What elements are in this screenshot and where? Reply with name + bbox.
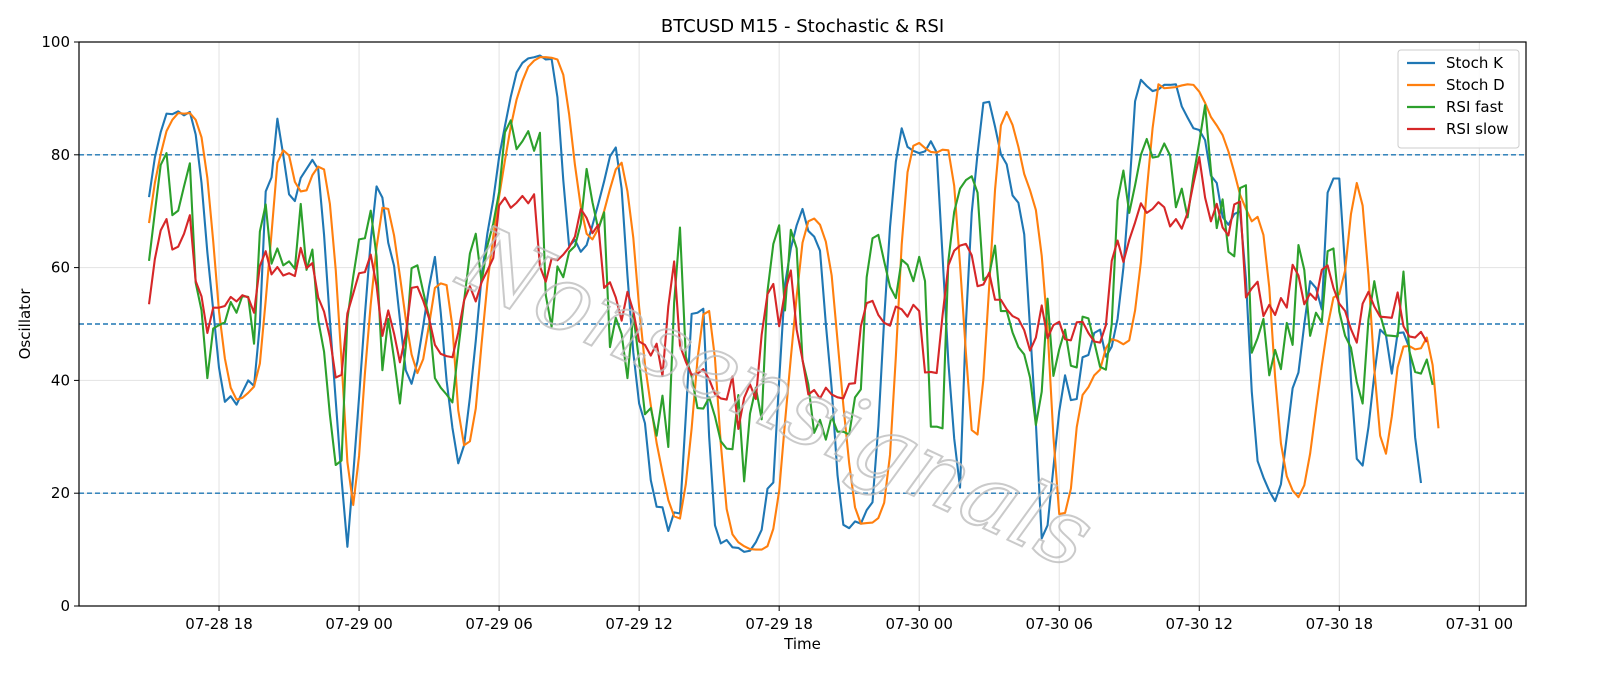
y-tick-label: 60 [51,259,70,277]
x-tick-label: 07-30 12 [1166,615,1233,633]
x-tick-label: 07-29 00 [325,615,392,633]
x-tick-label: 07-30 18 [1306,615,1373,633]
plot-frame [78,41,1527,607]
series-lines [147,54,1440,553]
y-axis-title: Oscillator [16,288,34,360]
legend-label: RSI fast [1446,98,1503,116]
y-tick-label: 100 [41,33,70,51]
chart-title: BTCUSD M15 - Stochastic & RSI [661,16,944,37]
series-line-rsi-fast [147,104,1434,483]
y-tick-label: 0 [60,597,70,615]
x-tick-label: 07-29 12 [605,615,672,633]
x-tick-label: 07-30 06 [1025,615,1092,633]
x-axis-title: Time [783,635,821,653]
legend-label: RSI slow [1446,120,1509,138]
x-tick-label: 07-29 18 [745,615,812,633]
series-line-stoch-k [147,54,1423,553]
series-line-rsi-slow [147,156,1428,430]
legend-label: Stoch D [1446,76,1505,94]
legend-box [1397,49,1520,149]
y-tick-label: 40 [51,371,70,389]
axis-ticks: 0 20 40 60 80 100 07-28 18 07-29 00 07-29 06 07-2… [41,33,1513,633]
reference-lines [79,154,1526,494]
y-tick-label: 20 [51,484,70,502]
x-tick-label: 07-28 18 [185,615,252,633]
y-tick-label: 80 [51,146,70,164]
x-tick-label: 07-30 00 [885,615,952,633]
x-tick-label: 07-31 00 [1446,615,1513,633]
x-tick-label: 07-29 06 [465,615,532,633]
legend: Stoch K Stoch D RSI fast RSI slow [1397,49,1520,149]
legend-label: Stoch K [1446,54,1504,72]
series-line-stoch-d [147,56,1440,551]
